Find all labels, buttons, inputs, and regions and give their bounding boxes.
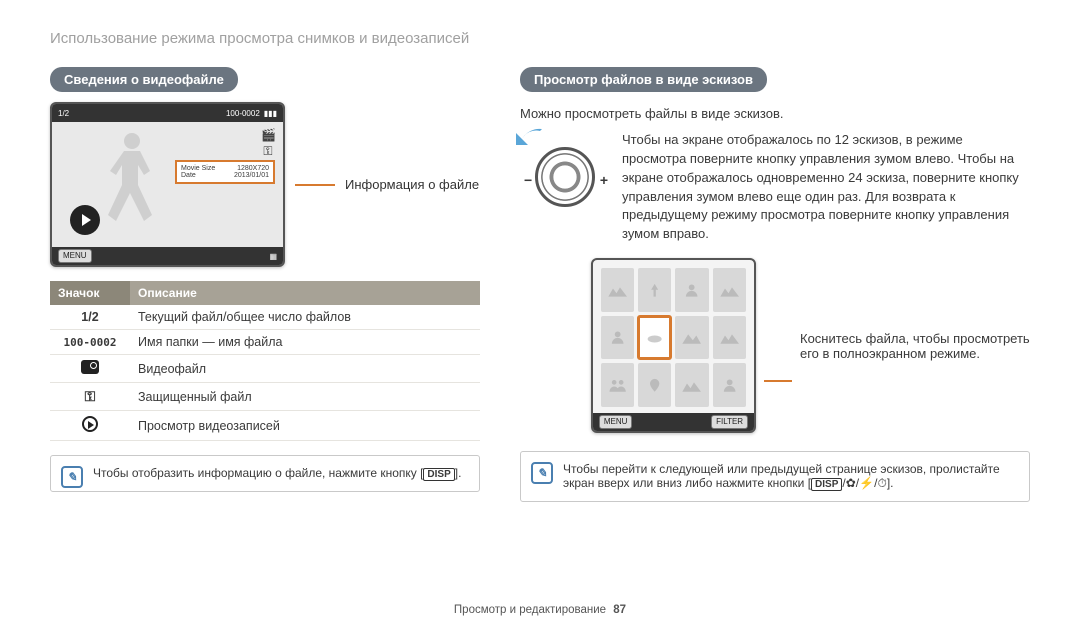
page-footer: Просмотр и редактирование 87 (0, 604, 1080, 616)
footer-page-number: 87 (613, 604, 626, 616)
file-info-overlay: Movie Size 1280X720 Date 2013/01/01 (175, 160, 275, 184)
info-date-label: Date (181, 172, 196, 179)
thumb-item-selected (638, 316, 671, 360)
thumbnail-lcd-preview: MENU FILTER (591, 258, 756, 433)
table-row: 1/2 Текущий файл/общее число файлов (50, 305, 480, 330)
disp-badge: DISP (811, 478, 842, 491)
thumb-item (713, 316, 746, 360)
lock-icon: ⚿ (261, 144, 275, 158)
thumb-menu-button: MENU (599, 415, 633, 429)
videofile-icon (81, 360, 99, 374)
protected-icon: ⚿ (85, 388, 96, 404)
battery-icon: ▮▮▮ (264, 109, 277, 118)
info-moviesize-value: 1280X720 (237, 165, 269, 172)
thumbnail-grid (601, 268, 746, 407)
desc-cell: Видеофайл (130, 355, 480, 383)
thumb-item (601, 363, 634, 407)
thumb-item (601, 268, 634, 312)
note-box-disp: ✎ Чтобы отобразить информацию о файле, н… (50, 455, 480, 492)
footer-section: Просмотр и редактирование (454, 604, 606, 616)
table-row: ⚿ Защищенный файл (50, 383, 480, 411)
section-heading-thumbnails: Просмотр файлов в виде эскизов (520, 67, 767, 92)
thumb-item (675, 363, 708, 407)
icon-description-table: Значок Описание 1/2 Текущий файл/общее ч… (50, 281, 480, 441)
desc-cell: Текущий файл/общее число файлов (130, 305, 480, 330)
dial-minus: − (524, 172, 532, 188)
note-text-suffix: ]. (455, 466, 462, 480)
info-moviesize-label: Movie Size (181, 165, 215, 172)
dial-plus: + (600, 172, 608, 188)
page-title: Использование режима просмотра снимков и… (50, 30, 1030, 47)
note-text-prefix: Чтобы перейти к следующей или предыдущей… (563, 462, 1000, 490)
play-button-icon (70, 205, 100, 235)
icon-counter-text: 1/2 (81, 310, 98, 324)
thumb-item (675, 268, 708, 312)
th-icon: Значок (50, 281, 130, 305)
lcd-menu-button: MENU (58, 249, 92, 263)
note-icon: ✎ (61, 466, 83, 488)
right-column: Просмотр файлов в виде эскизов Можно про… (520, 67, 1030, 502)
thumb-item (713, 363, 746, 407)
thumb-item (638, 268, 671, 312)
callout-line (764, 380, 792, 382)
note-icon: ✎ (531, 462, 553, 484)
thumb-item (713, 268, 746, 312)
note-flower-icon: ✿ (846, 476, 856, 490)
info-date-value: 2013/01/01 (234, 172, 269, 179)
lcd-file-number: 100-0002 (226, 109, 260, 118)
grid-icon: ▦ (269, 252, 277, 261)
thumb-filter-button: FILTER (711, 415, 748, 429)
left-column: Сведения о видеофайле 1/2 100-0002 ▮▮▮ 🎬… (50, 67, 480, 502)
th-description: Описание (130, 281, 480, 305)
thumb-callout-text: Коснитесь файла, чтобы просмотреть его в… (800, 331, 1030, 361)
thumbnails-paragraph: Чтобы на экране отображалось по 12 эскиз… (622, 131, 1030, 244)
callout-text-file-info: Информация о файле (345, 177, 479, 192)
thumb-item (675, 316, 708, 360)
video-lcd-preview: 1/2 100-0002 ▮▮▮ 🎬 ⚿ Movie Size 1280X720 … (50, 102, 285, 267)
thumbnails-subtext: Можно просмотреть файлы в виде эскизов. (520, 106, 1030, 121)
icon-fileno-text: 100-0002 (64, 336, 117, 349)
callout-line (295, 184, 335, 186)
disp-badge: DISP (423, 468, 454, 481)
table-row: Видеофайл (50, 355, 480, 383)
desc-cell: Защищенный файл (130, 383, 480, 411)
zoom-dial-illustration: − + (520, 131, 610, 207)
thumb-item (601, 316, 634, 360)
thumb-item (638, 363, 671, 407)
video-icon: 🎬 (261, 128, 275, 142)
note-text-suffix: ]. (887, 476, 894, 490)
playback-icon (82, 416, 98, 432)
note-timer-icon: ⏱ (877, 476, 886, 490)
section-heading-video-info: Сведения о видеофайле (50, 67, 238, 92)
dancer-silhouette (92, 127, 172, 237)
rotate-arrow-icon (514, 127, 544, 147)
note-text-prefix: Чтобы отобразить информацию о файле, наж… (93, 466, 423, 480)
desc-cell: Просмотр видеозаписей (130, 411, 480, 441)
desc-cell: Имя папки — имя файла (130, 330, 480, 355)
table-row: 100-0002 Имя папки — имя файла (50, 330, 480, 355)
note-flash-icon: ⚡ (859, 476, 874, 490)
note-box-scroll: ✎ Чтобы перейти к следующей или предыдущ… (520, 451, 1030, 502)
lcd-counter: 1/2 (58, 109, 69, 118)
table-row: Просмотр видеозаписей (50, 411, 480, 441)
